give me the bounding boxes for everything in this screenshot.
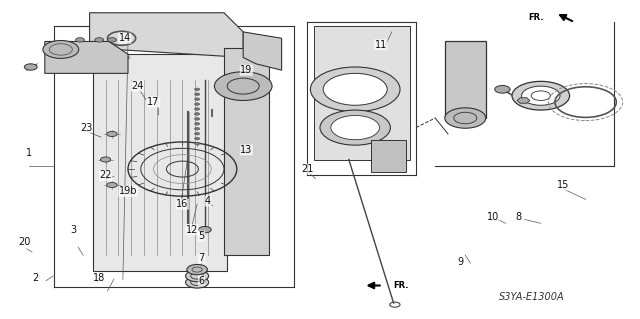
Text: 15: 15 [557, 180, 570, 190]
Circle shape [495, 85, 510, 93]
Text: 18: 18 [93, 272, 106, 283]
Circle shape [186, 270, 209, 282]
Text: FR.: FR. [529, 13, 544, 22]
Text: 24: 24 [131, 81, 144, 91]
Text: 19b: 19b [119, 186, 137, 197]
Text: 2: 2 [32, 272, 38, 283]
Text: 1: 1 [26, 148, 32, 158]
Circle shape [198, 226, 211, 233]
Circle shape [186, 277, 209, 288]
Text: 11: 11 [374, 40, 387, 50]
Circle shape [195, 103, 200, 105]
Text: 12: 12 [186, 225, 198, 235]
Circle shape [331, 115, 380, 140]
Circle shape [195, 122, 200, 125]
Polygon shape [243, 32, 282, 70]
Text: 9: 9 [458, 256, 464, 267]
Circle shape [95, 38, 104, 42]
Text: 8: 8 [515, 212, 522, 222]
Circle shape [195, 98, 200, 100]
Circle shape [187, 264, 207, 275]
Circle shape [195, 142, 200, 145]
Text: 7: 7 [198, 253, 205, 263]
Text: 20: 20 [18, 237, 31, 248]
Text: 14: 14 [118, 33, 131, 43]
Polygon shape [517, 98, 530, 103]
Text: FR.: FR. [394, 281, 409, 290]
Circle shape [323, 73, 387, 105]
Circle shape [195, 128, 200, 130]
Polygon shape [371, 140, 406, 172]
Circle shape [195, 108, 200, 110]
Text: 5: 5 [198, 231, 205, 241]
Circle shape [107, 131, 117, 137]
Polygon shape [90, 13, 243, 57]
Circle shape [76, 38, 84, 42]
Circle shape [43, 41, 79, 58]
Circle shape [310, 67, 400, 112]
Text: 10: 10 [486, 212, 499, 222]
Text: 19: 19 [240, 65, 253, 75]
Polygon shape [445, 41, 486, 118]
Circle shape [512, 81, 570, 110]
Circle shape [195, 93, 200, 95]
Circle shape [522, 86, 560, 105]
Circle shape [214, 72, 272, 100]
Text: 23: 23 [80, 122, 93, 133]
Circle shape [195, 132, 200, 135]
Polygon shape [314, 26, 410, 160]
Circle shape [24, 64, 37, 70]
Text: 6: 6 [198, 276, 205, 286]
Text: 22: 22 [99, 170, 112, 181]
Text: 4: 4 [205, 196, 211, 206]
Circle shape [107, 182, 117, 188]
Polygon shape [45, 41, 128, 73]
Text: 17: 17 [147, 97, 160, 107]
Circle shape [100, 157, 111, 162]
Text: 13: 13 [240, 145, 253, 155]
Circle shape [108, 38, 116, 42]
Text: S3YA-E1300A: S3YA-E1300A [499, 292, 565, 302]
Circle shape [195, 137, 200, 140]
Circle shape [320, 110, 390, 145]
Text: 3: 3 [70, 225, 77, 235]
Text: 16: 16 [176, 199, 189, 209]
Circle shape [445, 108, 486, 128]
FancyBboxPatch shape [93, 54, 227, 271]
Circle shape [195, 118, 200, 120]
Polygon shape [224, 48, 269, 255]
Circle shape [195, 88, 200, 91]
Circle shape [195, 113, 200, 115]
Text: 21: 21 [301, 164, 314, 174]
